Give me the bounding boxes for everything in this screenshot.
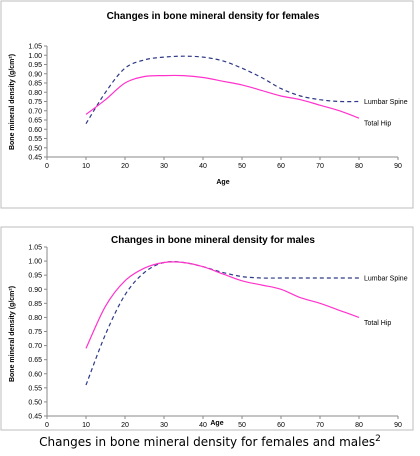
axes: 1.05 1.00 0.95 0.90 0.85 0.80 0.75 0.70 0.65 0.60… xyxy=(28,245,402,430)
lumbar-spine-label: Lumbar Spine xyxy=(364,275,408,282)
total-hip-label: Total Hip xyxy=(364,121,391,128)
x-tick-label: 20 xyxy=(121,422,129,429)
x-tick-label: 50 xyxy=(238,163,246,170)
total-hip-line xyxy=(85,74,360,119)
y-tick-label: 0.75 xyxy=(28,329,42,336)
x-tick-label: 90 xyxy=(394,163,402,170)
y-tick-label: 0.70 xyxy=(28,108,42,115)
y-tick-label: 0.80 xyxy=(28,90,42,97)
lumbar-spine-label: Lumbar Spine xyxy=(364,99,408,106)
y-tick-label: 0.50 xyxy=(28,399,42,406)
y-tick-label: 0.95 xyxy=(28,62,42,69)
total-hip-line xyxy=(85,261,360,349)
x-tick-label: 60 xyxy=(277,163,285,170)
chart-title: Changes in bone mineral density for male… xyxy=(111,235,315,246)
y-tick-label: 1.05 xyxy=(28,245,42,252)
chart-frame xyxy=(0,0,414,209)
y-axis-label: Bone mineral density (g/cm²) xyxy=(9,286,16,382)
x-tick-label: 80 xyxy=(355,422,363,429)
y-tick-label: 0.75 xyxy=(28,99,42,106)
y-tick-label: 0.60 xyxy=(28,127,42,134)
x-tick-label: 90 xyxy=(394,422,402,429)
y-tick-label: 0.65 xyxy=(28,357,42,364)
y-tick-label: 0.80 xyxy=(28,315,42,322)
x-tick-label: 50 xyxy=(238,422,246,429)
x-tick-label: 30 xyxy=(160,163,168,170)
series: Lumbar Spine Total Hip xyxy=(85,260,408,386)
total-hip-label: Total Hip xyxy=(364,320,391,327)
y-tick-label: 1.00 xyxy=(28,259,42,266)
y-tick-label: 0.60 xyxy=(28,371,42,378)
lumbar-spine-line xyxy=(85,55,360,125)
x-tick-label: 10 xyxy=(82,422,90,429)
x-tick-label: 30 xyxy=(160,422,168,429)
chart-title: Changes in bone mineral density for fema… xyxy=(107,11,320,22)
axes: 1.05 1.00 0.95 0.90 0.85 0.80 0.75 0.70 0.65 0.60… xyxy=(28,44,402,171)
lumbar-spine-line xyxy=(85,260,359,386)
x-tick-label: 0 xyxy=(45,422,49,429)
y-tick-label: 0.85 xyxy=(28,81,42,88)
y-tick-label: 1.00 xyxy=(28,53,42,60)
x-tick-label: 0 xyxy=(45,163,49,170)
x-axis-label: Age xyxy=(216,179,229,186)
chart-frame xyxy=(0,226,414,431)
female-bmd-chart: Changes in bone mineral density for fema… xyxy=(0,0,414,209)
y-tick-label: 0.65 xyxy=(28,118,42,125)
y-tick-label: 0.45 xyxy=(28,414,42,421)
y-tick-label: 0.55 xyxy=(28,136,42,143)
x-axis-label: Age xyxy=(210,420,223,427)
male-bmd-chart: Changes in bone mineral density for male… xyxy=(0,226,414,431)
y-tick-label: 0.55 xyxy=(28,385,42,392)
y-tick-label: 0.90 xyxy=(28,287,42,294)
x-tick-label: 10 xyxy=(82,163,90,170)
y-tick-label: 0.85 xyxy=(28,301,42,308)
x-tick-label: 80 xyxy=(355,163,363,170)
x-tick-label: 20 xyxy=(121,163,129,170)
y-tick-label: 0.70 xyxy=(28,343,42,350)
x-tick-label: 60 xyxy=(277,422,285,429)
figure-caption: Changes in bone mineral density for fema… xyxy=(0,434,420,449)
caption-text: Changes in bone mineral density for fema… xyxy=(39,435,376,449)
y-axis-label: Bone mineral density (g/cm²) xyxy=(9,54,16,150)
x-tick-label: 40 xyxy=(199,163,207,170)
y-tick-label: 0.90 xyxy=(28,71,42,78)
y-tick-label: 1.05 xyxy=(28,44,42,51)
y-tick-label: 0.95 xyxy=(28,273,42,280)
caption-superscript: 2 xyxy=(375,434,381,444)
y-tick-label: 0.50 xyxy=(28,145,42,152)
x-tick-label: 70 xyxy=(316,422,324,429)
series: Lumbar Spine Total Hip xyxy=(85,55,408,128)
x-tick-label: 70 xyxy=(316,163,324,170)
x-tick-label: 40 xyxy=(199,422,207,429)
y-tick-label: 0.45 xyxy=(28,155,42,162)
